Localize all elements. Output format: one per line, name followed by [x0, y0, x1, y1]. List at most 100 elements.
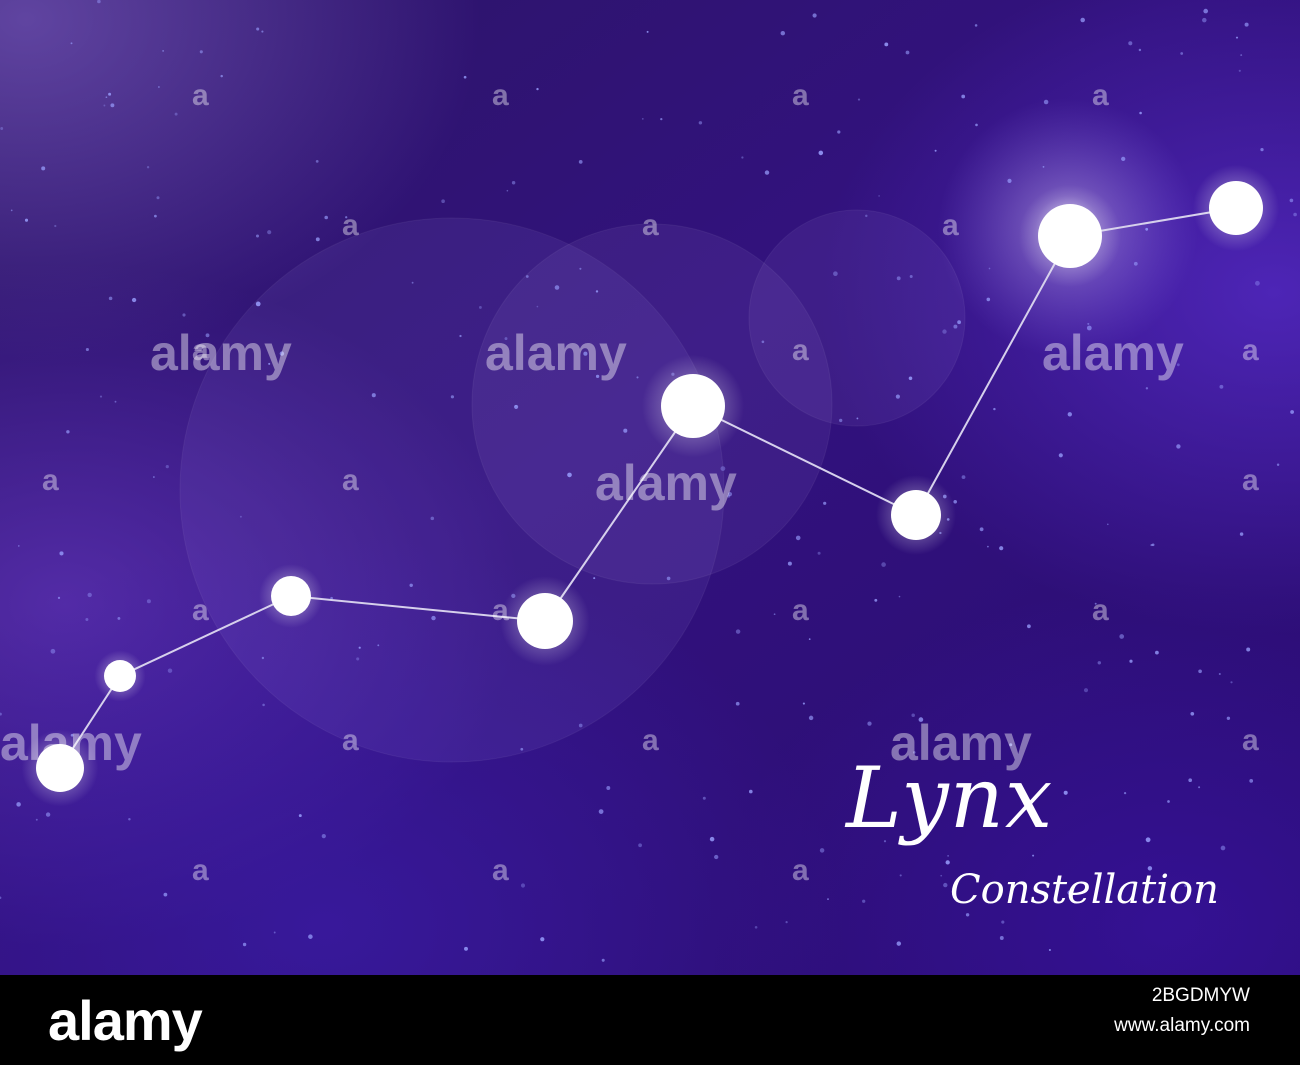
dust-star	[279, 351, 285, 356]
dust-star	[899, 874, 902, 877]
dust-star	[205, 333, 210, 338]
dust-star	[97, 0, 101, 4]
constellation-line-6	[915, 235, 1071, 516]
dust-star	[942, 329, 947, 334]
dust-star	[371, 393, 376, 398]
dust-star	[59, 551, 64, 556]
dust-star	[698, 121, 703, 125]
dust-star	[1260, 147, 1264, 152]
watermark-mark: a	[492, 594, 509, 627]
dust-star	[808, 638, 811, 640]
dust-star	[993, 407, 996, 411]
dust-star	[961, 475, 966, 479]
site-url: www.alamy.com	[1114, 1015, 1250, 1036]
star-5	[661, 374, 725, 438]
dust-star	[459, 334, 462, 338]
dust-star	[646, 30, 649, 33]
dust-star	[1150, 544, 1153, 547]
dust-star	[953, 500, 957, 504]
dust-star	[0, 896, 2, 899]
dust-star	[24, 218, 29, 222]
dust-star	[1244, 22, 1249, 27]
dust-star	[10, 209, 13, 212]
dust-star	[896, 276, 901, 281]
dust-star	[165, 464, 169, 469]
dust-star	[818, 150, 824, 156]
dust-star	[131, 297, 137, 303]
dust-star	[50, 648, 56, 654]
dust-star	[57, 596, 61, 600]
dust-star	[70, 42, 73, 45]
dust-star	[837, 130, 841, 134]
dust-star	[823, 501, 827, 505]
dust-star	[908, 376, 913, 381]
dust-star	[174, 112, 178, 116]
star-4	[517, 593, 573, 649]
watermark-mark: a	[342, 209, 359, 242]
dust-star	[103, 104, 106, 107]
dust-star	[965, 913, 970, 917]
dust-star	[812, 13, 817, 18]
dust-star	[638, 843, 642, 848]
dust-star	[1043, 99, 1049, 105]
dust-star	[1001, 920, 1005, 924]
dust-star	[878, 195, 880, 197]
dust-star	[1218, 672, 1221, 676]
dust-star	[377, 644, 380, 647]
dust-star	[1239, 532, 1244, 536]
watermark-mark: a	[1242, 464, 1259, 497]
subtitle-constellation: Constellation	[950, 867, 1219, 913]
dust-star	[1067, 890, 1072, 895]
watermark-text: alamy	[890, 715, 1032, 771]
dust-star	[1094, 602, 1097, 605]
dust-star	[242, 942, 247, 947]
dust-star	[780, 30, 786, 36]
dust-star	[167, 668, 173, 673]
dust-star	[595, 290, 599, 293]
dust-star	[881, 562, 886, 567]
dust-star	[1009, 743, 1013, 747]
dust-star	[1145, 227, 1149, 231]
dust-star	[35, 818, 38, 821]
dust-star	[85, 618, 89, 621]
dust-star	[163, 892, 168, 897]
dust-star	[934, 149, 937, 152]
dust-star	[1138, 48, 1142, 52]
dust-star	[1083, 688, 1089, 693]
dust-star	[943, 882, 948, 888]
dust-star	[1176, 363, 1180, 367]
dust-star	[1290, 410, 1294, 414]
dust-star	[1107, 523, 1109, 526]
star-7	[1038, 204, 1102, 268]
watermark-mark: a	[942, 209, 959, 242]
dust-star	[162, 50, 164, 52]
dust-star	[308, 934, 313, 939]
dust-star	[66, 430, 70, 434]
dust-star	[601, 958, 605, 962]
dust-star	[1155, 650, 1159, 655]
background-stars	[0, 0, 1297, 962]
dust-star	[714, 854, 719, 860]
dust-star	[911, 713, 915, 718]
dust-star	[764, 170, 770, 175]
dust-star	[54, 224, 57, 228]
dust-star	[819, 848, 825, 853]
dust-star	[261, 656, 265, 660]
dust-star	[536, 305, 539, 308]
dust-star	[909, 275, 913, 278]
dust-star	[554, 285, 560, 290]
watermark-mark: a	[492, 79, 509, 112]
dust-star	[511, 181, 516, 185]
dust-star	[1097, 661, 1102, 665]
watermark-mark: a	[792, 854, 809, 887]
dust-star	[158, 86, 160, 88]
dust-star	[1086, 325, 1092, 331]
dust-star	[1238, 69, 1241, 72]
watermark-mark: a	[1092, 79, 1109, 112]
dust-star	[1133, 261, 1138, 266]
watermark-mark: a	[192, 854, 209, 887]
dust-star	[1032, 854, 1035, 857]
dust-star	[874, 598, 878, 602]
dust-star	[464, 946, 468, 951]
dust-star	[660, 117, 663, 121]
